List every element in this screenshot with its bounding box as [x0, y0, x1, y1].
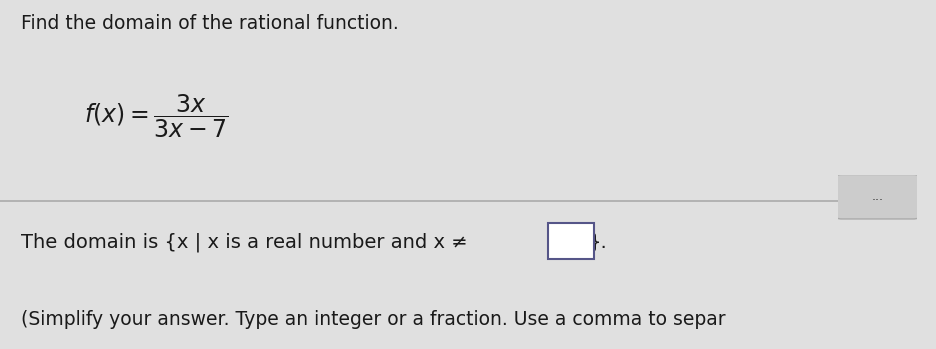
- Text: (Simplify your answer. Type an integer or a fraction. Use a comma to separ: (Simplify your answer. Type an integer o…: [21, 310, 725, 329]
- Text: Find the domain of the rational function.: Find the domain of the rational function…: [21, 14, 399, 33]
- Text: ...: ...: [871, 190, 884, 203]
- FancyBboxPatch shape: [835, 174, 920, 219]
- FancyBboxPatch shape: [548, 223, 594, 259]
- Text: }.: }.: [589, 233, 607, 252]
- Text: $f(x) = \dfrac{3x}{3x-7}$: $f(x) = \dfrac{3x}{3x-7}$: [84, 93, 229, 140]
- Text: The domain is {x | x is a real number and x ≠: The domain is {x | x is a real number an…: [21, 232, 467, 252]
